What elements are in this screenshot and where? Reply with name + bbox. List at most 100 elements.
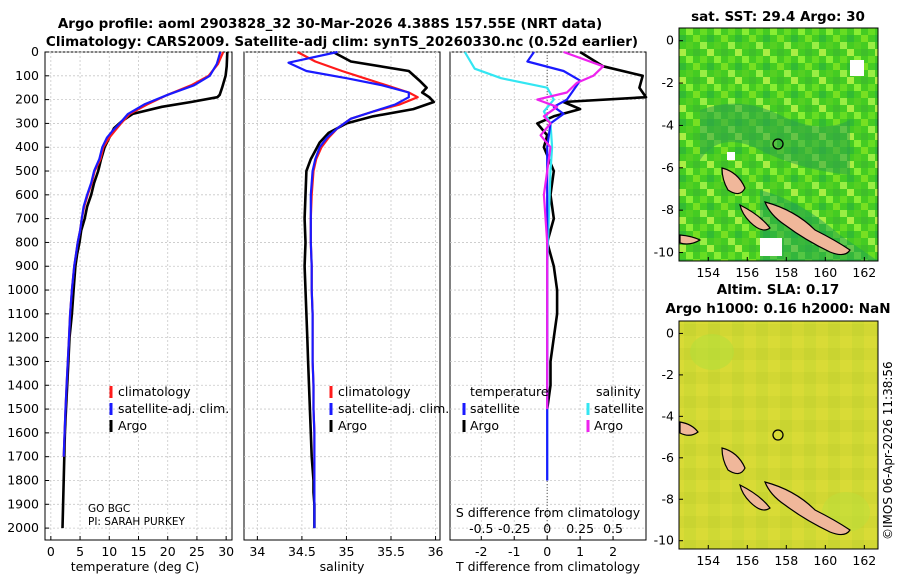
x-tick-label: 35.5 xyxy=(377,544,405,559)
map-y-tick-label: -8 xyxy=(662,491,675,506)
map-y-tick-label: -6 xyxy=(662,450,675,465)
map-y-tick-label: -2 xyxy=(662,367,674,382)
map-x-tick-label: 162 xyxy=(852,553,876,568)
salinity-xlabel: salinity xyxy=(320,559,365,574)
legend-satellite-label: satellite-adj. clim. xyxy=(118,401,229,416)
temperature-legend: climatology satellite-adj. clim. Argo xyxy=(109,384,229,433)
title-line-1: Argo profile: aoml 2903828_32 30-Mar-202… xyxy=(58,16,602,32)
x2-tick-label: -0.5 xyxy=(469,521,493,536)
sst-map xyxy=(679,28,878,261)
sla-map-title-2: Argo h1000: 0.16 h2000: NaN xyxy=(665,301,890,317)
pi-label: PI: SARAH PURKEY xyxy=(88,516,185,528)
x-tick-label: 20 xyxy=(160,544,176,559)
legend2-climatology-label: climatology xyxy=(338,384,411,399)
x-tick-label: 30 xyxy=(218,544,234,559)
sst-map-frame xyxy=(678,27,879,262)
y-tick-label: 1500 xyxy=(7,401,39,416)
x-tick-label: 15 xyxy=(131,544,147,559)
program-label: GO BGC xyxy=(88,503,130,515)
x2-tick-label: 0.25 xyxy=(566,521,594,536)
map-y-tick-label: -8 xyxy=(662,202,675,217)
legend2-satellite-label: satellite-adj. clim. xyxy=(338,401,449,416)
series-satellite-adj-clim- xyxy=(287,50,410,529)
sla-map xyxy=(679,321,878,549)
map-x-tick-label: 158 xyxy=(774,265,798,280)
x-tick-label: 0 xyxy=(47,544,55,559)
y-tick-label: 100 xyxy=(15,68,39,83)
map-x-tick-label: 160 xyxy=(813,265,837,280)
x-tick-label: 34.5 xyxy=(288,544,316,559)
y-tick-label: 0 xyxy=(31,44,39,59)
map-y-tick-label: -10 xyxy=(654,533,674,548)
salinity-legend: climatology satellite-adj. clim. Argo xyxy=(329,384,449,433)
sst-argo-location-marker xyxy=(772,138,784,150)
legend3-salinity-header: salinity xyxy=(596,384,641,399)
difference-legend: temperature salinity satellite Argo sate… xyxy=(462,384,644,433)
legend2-argo-label: Argo xyxy=(338,418,367,433)
x-tick-label: 35 xyxy=(339,544,355,559)
x-tick-label: 1 xyxy=(576,544,584,559)
title-line-2: Climatology: CARS2009. Satellite-adj cli… xyxy=(46,34,638,50)
series-argo xyxy=(303,50,436,529)
y-tick-label: 900 xyxy=(15,258,39,273)
x-tick-label: 34 xyxy=(249,544,265,559)
x-tick-label: 25 xyxy=(189,544,205,559)
y-tick-label: 1800 xyxy=(7,472,39,487)
map-y-tick-label: -2 xyxy=(662,75,674,90)
x2-tick-label: 0.5 xyxy=(603,521,623,536)
y-tick-label: 1100 xyxy=(7,306,39,321)
y-tick-label: 600 xyxy=(15,187,39,202)
salinity-panel-frame xyxy=(243,51,441,541)
map-y-tick-label: 0 xyxy=(666,325,674,340)
y-tick-label: 1600 xyxy=(7,425,39,440)
x-tick-label: -2 xyxy=(475,544,487,559)
x-tick-label: 10 xyxy=(101,544,117,559)
legend3-s-satellite-label: satellite xyxy=(594,401,644,416)
legend3-s-argo-label: Argo xyxy=(594,418,623,433)
legend3-t-argo-label: Argo xyxy=(470,418,499,433)
map-x-tick-label: 154 xyxy=(696,265,720,280)
y-tick-label: 1400 xyxy=(7,377,39,392)
y-tick-label: 500 xyxy=(15,163,39,178)
sla-map-title-1: Altim. SLA: 0.17 xyxy=(717,282,839,298)
map-y-tick-label: -4 xyxy=(662,117,675,132)
y-tick-label: 200 xyxy=(15,92,39,107)
x-tick-label: -1 xyxy=(508,544,520,559)
y-tick-label: 300 xyxy=(15,115,39,130)
map-x-tick-label: 158 xyxy=(774,553,798,568)
sla-argo-location-marker xyxy=(772,429,784,441)
y-tick-label: 1000 xyxy=(7,282,39,297)
map-x-tick-label: 156 xyxy=(735,265,759,280)
difference-x2label: S difference from climatology xyxy=(456,505,641,520)
map-x-tick-label: 160 xyxy=(813,553,837,568)
series-satellite-adj-clim- xyxy=(62,51,222,457)
map-y-tick-label: -10 xyxy=(654,245,674,260)
y-tick-label: 1900 xyxy=(7,496,39,511)
y-tick-label: 800 xyxy=(15,234,39,249)
y-tick-label: 1300 xyxy=(7,353,39,368)
series-s-argo xyxy=(536,50,605,410)
y-tick-label: 1200 xyxy=(7,330,39,345)
legend-climatology-label: climatology xyxy=(118,384,191,399)
x-tick-label: 5 xyxy=(76,544,84,559)
y-tick-label: 1700 xyxy=(7,449,39,464)
x2-tick-label: -0.25 xyxy=(498,521,530,536)
legend3-t-satellite-label: satellite xyxy=(470,401,520,416)
difference-xlabel: T difference from climatology xyxy=(455,559,641,574)
map-x-tick-label: 156 xyxy=(735,553,759,568)
x-tick-label: 2 xyxy=(609,544,617,559)
map-y-tick-label: -6 xyxy=(662,160,675,175)
map-x-tick-label: 154 xyxy=(696,553,720,568)
x2-tick-label: 0 xyxy=(543,521,551,536)
temperature-xlabel: temperature (deg C) xyxy=(71,559,200,574)
map-y-tick-label: -4 xyxy=(662,408,675,423)
x-tick-label: 36 xyxy=(428,544,444,559)
y-tick-label: 2000 xyxy=(7,520,39,535)
map-x-tick-label: 162 xyxy=(852,265,876,280)
y-tick-label: 700 xyxy=(15,211,39,226)
legend-argo-label: Argo xyxy=(118,418,147,433)
sst-map-title: sat. SST: 29.4 Argo: 30 xyxy=(691,9,865,25)
sla-map-frame xyxy=(678,320,879,550)
credit-label: ©IMOS 06-Apr-2026 11:38:56 xyxy=(881,361,895,540)
